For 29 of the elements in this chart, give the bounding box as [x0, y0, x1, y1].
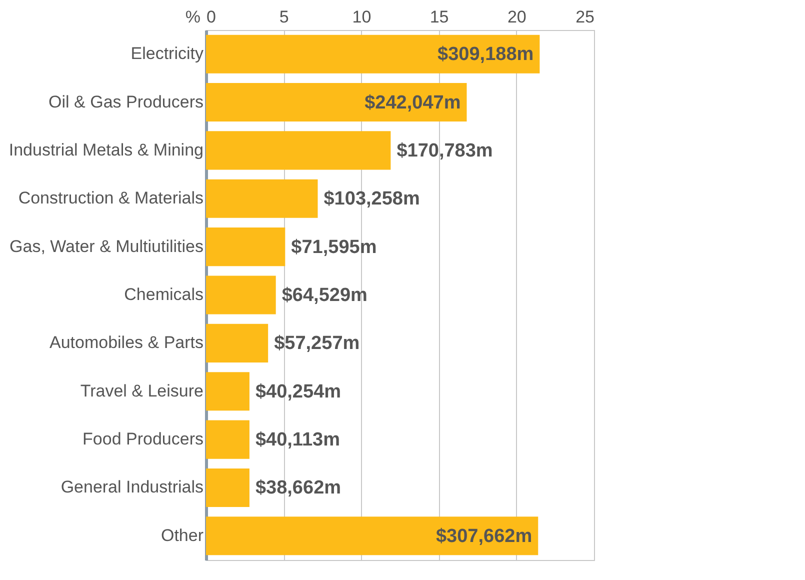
- annotation: $307,662m: [436, 526, 532, 547]
- annotation: $309,188m: [438, 44, 534, 66]
- y-tick-label: Automobiles & Parts: [49, 333, 204, 352]
- y-tick-label: Electricity: [130, 44, 204, 64]
- y-tick-label: Construction & Materials: [18, 188, 204, 208]
- y-tick-label: Travel & Leisure: [80, 381, 204, 400]
- x-tick-label: 20: [507, 8, 526, 26]
- x-tick-label: 25: [576, 8, 594, 26]
- annotation: $57,257m: [274, 333, 360, 354]
- annotation: $64,529m: [282, 285, 368, 306]
- annotation: $38,662m: [255, 478, 342, 499]
- y-tick-label: Gas, Water & Multiutilities: [10, 236, 204, 256]
- annotation: $40,254m: [255, 381, 342, 402]
- annotation: $40,113m: [255, 430, 340, 451]
- x-axis-title: %: [185, 8, 200, 26]
- y-tick-label: Other: [160, 526, 204, 545]
- x-tick-label: 5: [279, 8, 289, 26]
- annotation: $170,783m: [396, 140, 493, 162]
- x-tick-label: 15: [430, 8, 449, 26]
- y-tick-label: General Industrials: [60, 478, 204, 497]
- y-tick-label: Oil & Gas Producers: [48, 92, 204, 112]
- x-tick-label: 0: [206, 8, 216, 26]
- y-tick-label: Industrial Metals & Mining: [8, 140, 204, 160]
- y-tick-label: Chemicals: [124, 285, 204, 304]
- annotation: $103,258m: [324, 188, 420, 210]
- x-tick-label: 10: [352, 8, 372, 26]
- y-tick-label: Food Producers: [82, 430, 204, 449]
- annotation: $242,047m: [364, 92, 461, 114]
- annotation: $71,595m: [291, 236, 377, 258]
